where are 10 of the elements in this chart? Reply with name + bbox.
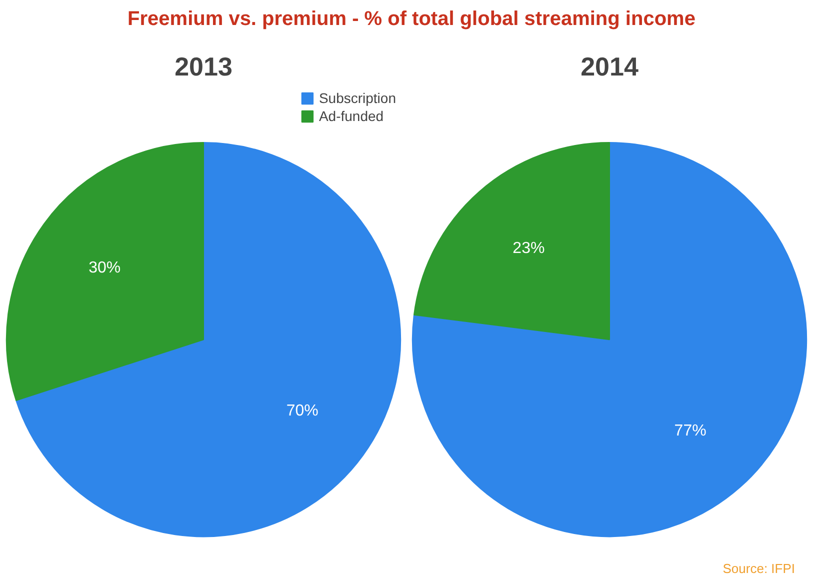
- source-note: Source: IFPI: [722, 560, 795, 578]
- data-label: 70%: [286, 402, 318, 420]
- legend-label: Subscription: [318, 90, 396, 106]
- data-label: 77%: [674, 422, 706, 440]
- legend-label: Ad-funded: [318, 108, 384, 124]
- chart-subtitle: 2013: [174, 52, 232, 82]
- data-label: 23%: [512, 240, 545, 257]
- chart-subtitle: 2014: [580, 52, 639, 82]
- chart-title: Freemium vs. premium - % of total global streaming income: [128, 7, 696, 32]
- data-label: 30%: [88, 260, 121, 277]
